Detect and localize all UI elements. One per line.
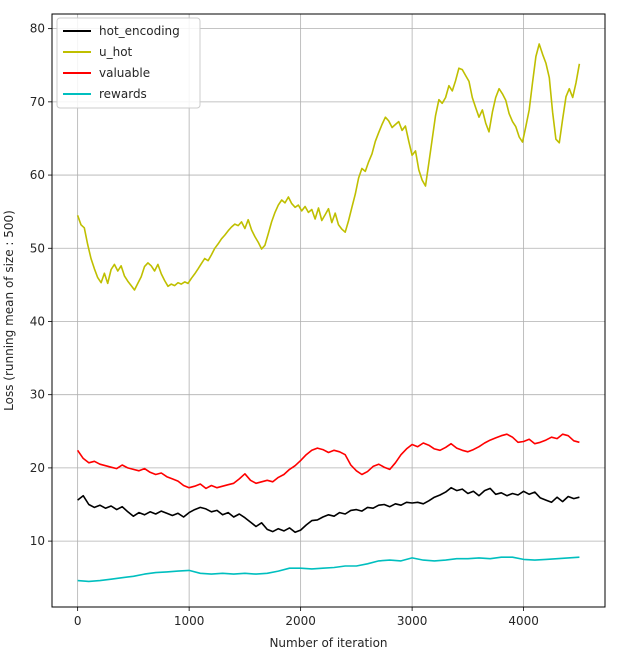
series-line-hot_encoding — [77, 486, 580, 534]
y-tick-label: 40 — [30, 314, 45, 328]
x-tick-label: 2000 — [285, 614, 316, 628]
y-axis-label: Loss (running mean of size : 500) — [2, 210, 16, 411]
y-tick-label: 50 — [30, 241, 45, 255]
y-tick-label: 30 — [30, 388, 45, 402]
series-line-rewards — [77, 556, 580, 583]
x-tick-label: 4000 — [508, 614, 539, 628]
legend: hot_encoding u_hot valuable rewards — [56, 17, 201, 109]
y-tick-label: 70 — [30, 95, 45, 109]
x-axis-label: Number of iteration — [269, 636, 387, 650]
legend-label-hot_encoding: hot_encoding — [99, 24, 180, 38]
legend-label-u_hot: u_hot — [99, 45, 133, 59]
y-tick-label: 20 — [30, 461, 45, 475]
legend-label-rewards: rewards — [99, 87, 147, 101]
y-tick-label: 60 — [30, 168, 45, 182]
y-tick-label: 10 — [30, 534, 45, 548]
series-line-u_hot — [76, 43, 581, 291]
series-lines — [76, 43, 581, 583]
axis-ticks: 0 1000 2000 3000 4000 10 20 30 40 50 60 70 80 — [30, 22, 539, 628]
x-tick-label: 1000 — [174, 614, 205, 628]
x-tick-label: 0 — [74, 614, 82, 628]
series-line-valuable — [76, 433, 580, 490]
legend-box — [56, 17, 201, 109]
x-tick-label: 3000 — [397, 614, 428, 628]
y-tick-label: 80 — [30, 22, 45, 36]
plot-area-frame — [51, 13, 606, 608]
legend-label-valuable: valuable — [99, 66, 150, 80]
